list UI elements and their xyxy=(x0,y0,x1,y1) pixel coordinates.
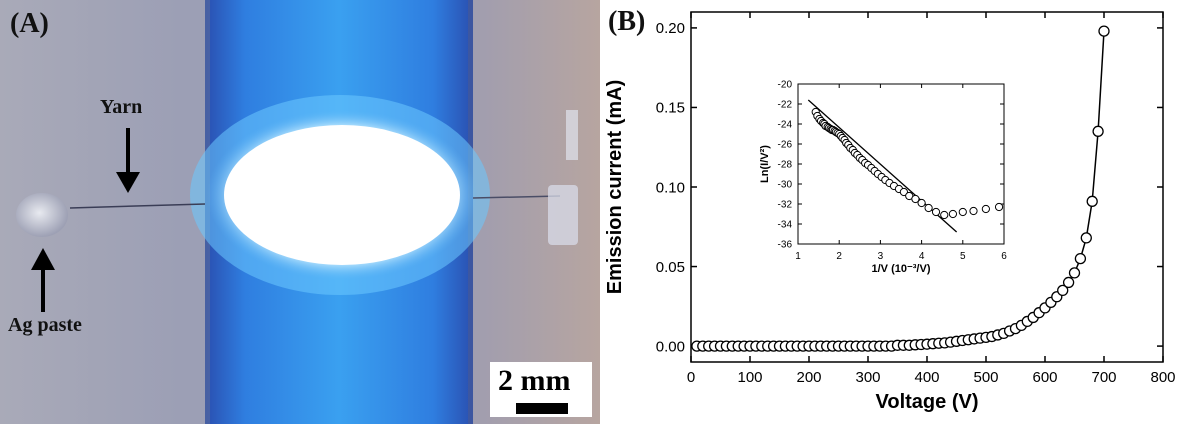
x-axis-label: Voltage (V) xyxy=(876,391,979,413)
inset-x-tick-label: 2 xyxy=(836,251,842,262)
data-point xyxy=(1080,232,1092,244)
inset-y-tick-label: -20 xyxy=(778,80,793,91)
inset-x-tick-label: 6 xyxy=(1001,251,1007,262)
main-plot: 0 100 200 300 400 500 600 700 800 0.00 0.05 0.10 0.1… xyxy=(604,11,1176,413)
data-point xyxy=(1092,125,1104,137)
inset-data-point xyxy=(994,202,1004,212)
inset-data-point xyxy=(958,207,967,217)
inset-data-point xyxy=(924,203,933,213)
inset-data-point xyxy=(899,187,908,197)
y-tick-label: 0.15 xyxy=(656,100,685,117)
panel-a-letter: (A) xyxy=(10,8,49,39)
inset-data-point xyxy=(940,210,949,220)
inset-plot-frame xyxy=(797,83,1005,245)
inset-data-point xyxy=(931,207,941,217)
inset-y-tick-label: -32 xyxy=(778,200,793,211)
inset-x-tick-label: 5 xyxy=(960,251,966,262)
inset-y-tick-label: -36 xyxy=(778,240,793,251)
inset-x-tick-label: 1 xyxy=(795,251,801,262)
inset-data-point xyxy=(911,194,920,204)
data-point xyxy=(1068,267,1081,279)
data-point xyxy=(1098,25,1110,37)
inset-data-point xyxy=(917,198,926,208)
inset-y-tick-label: -30 xyxy=(778,180,793,191)
x-tick-label: 0 xyxy=(687,369,695,386)
x-tick-label: 300 xyxy=(855,369,880,386)
x-tick-label: 800 xyxy=(1150,369,1175,386)
ag-paste-label: Ag paste xyxy=(8,314,82,336)
x-tick-label: 700 xyxy=(1091,369,1116,386)
x-tick-label: 400 xyxy=(914,369,939,386)
y-tick-label: 0.00 xyxy=(656,338,685,355)
chart-panel: (B) 0 100 200 300 400 500 600 700 800 0.00 0.05 0.1… xyxy=(600,0,1192,424)
inset-y-tick-label: -34 xyxy=(778,220,793,231)
x-tick-label: 500 xyxy=(973,369,998,386)
inset-data-point xyxy=(981,204,990,214)
inset-y-tick-label: -24 xyxy=(778,120,793,131)
emission-chart: 0 100 200 300 400 500 600 700 800 0.00 0.05 0.10 0.1… xyxy=(604,11,1176,413)
inset-plot: 1 2 3 4 5 6 -36 -34 -32 -30 -28 -26 -24 -22 -20 1/V (10… xyxy=(759,80,1007,276)
x-tick-label: 600 xyxy=(1032,369,1057,386)
plot-frame xyxy=(690,11,1164,363)
panel-b-letter: (B) xyxy=(608,6,646,37)
inset-y-tick-label: -26 xyxy=(778,140,793,151)
x-tick-label: 100 xyxy=(737,369,762,386)
data-point xyxy=(1086,195,1098,207)
inset-y-axis-label: Ln(I/V²) xyxy=(759,145,771,183)
inset-y-tick-label: -22 xyxy=(778,100,793,111)
y-axis-label: Emission current (mA) xyxy=(604,80,626,294)
data-point xyxy=(1057,284,1069,297)
inset-data-point xyxy=(948,209,958,219)
y-tick-label: 0.05 xyxy=(656,259,685,276)
data-point xyxy=(1062,276,1075,289)
yarn-label: Yarn xyxy=(100,96,143,118)
y-tick-label: 0.10 xyxy=(656,179,685,196)
scale-bar-label: 2 mm xyxy=(498,364,571,397)
inset-data-point xyxy=(969,206,978,216)
inset-x-axis-label: 1/V (10⁻³/V) xyxy=(872,263,931,275)
inset-y-tick-label: -28 xyxy=(778,160,793,171)
y-tick-label: 0.20 xyxy=(656,20,685,37)
data-point xyxy=(1074,252,1087,265)
photo-scene xyxy=(0,0,600,424)
inset-x-tick-label: 4 xyxy=(919,251,925,262)
x-tick-label: 200 xyxy=(796,369,821,386)
photo-panel: (A) Yarn Ag paste 2 mm xyxy=(0,0,600,424)
inset-x-tick-label: 3 xyxy=(878,251,884,262)
